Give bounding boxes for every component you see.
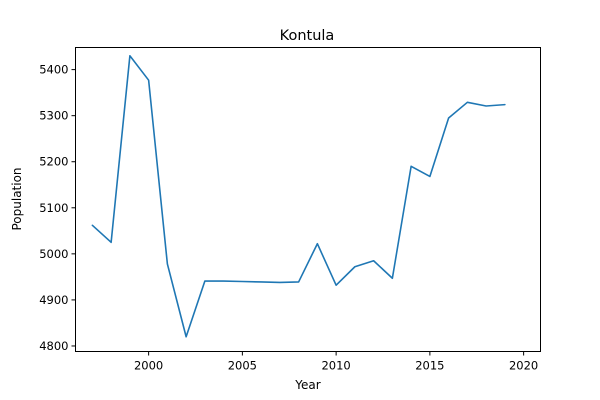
x-tick-label: 2005 [228, 359, 257, 373]
x-axis-label: Year [294, 378, 320, 392]
x-axis: 2000 2005 2010 2015 2020 [134, 351, 538, 373]
x-tick-label: 2000 [134, 359, 163, 373]
y-tick-label: 5400 [39, 63, 68, 77]
series-line [91, 54, 506, 338]
y-tick-label: 5300 [39, 109, 68, 123]
y-axis: 4800 4900 5000 5100 5200 5300 5400 [39, 63, 76, 353]
plot-frame [75, 47, 541, 352]
chart-title: Kontula [280, 28, 335, 44]
y-tick-label: 5000 [39, 247, 68, 261]
plot-area [91, 54, 506, 338]
x-tick-label: 2015 [415, 359, 444, 373]
x-tick-label: 2010 [321, 359, 350, 373]
y-axis-label: Population [10, 167, 24, 230]
y-tick-label: 4800 [39, 339, 68, 353]
y-tick-label: 4900 [39, 293, 68, 307]
y-tick-label: 5200 [39, 155, 68, 169]
x-tick-label: 2020 [509, 359, 538, 373]
y-tick-label: 5100 [39, 201, 68, 215]
